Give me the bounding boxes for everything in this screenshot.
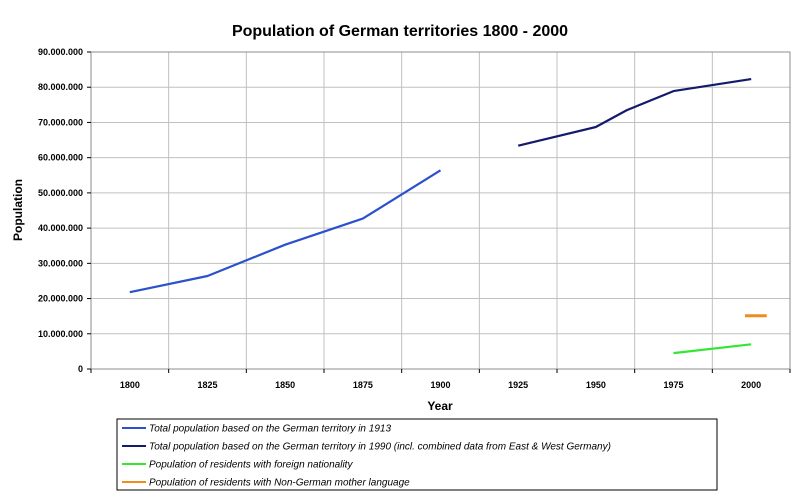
series-line-3 — [673, 343, 752, 355]
legend-box — [116, 418, 718, 491]
y-tick-label: 10.000.000 — [38, 329, 83, 339]
y-tick-label: 20.000.000 — [38, 294, 83, 304]
x-tick-label: 1800 — [120, 380, 140, 390]
legend-label: Population of residents with foreign nat… — [149, 460, 353, 471]
x-tick-label: 1975 — [663, 380, 683, 390]
y-tick-label: 30.000.000 — [38, 258, 83, 268]
legend-label: Total population based on the German ter… — [149, 424, 391, 435]
y-tick-label: 60.000.000 — [38, 153, 83, 163]
x-tick-label: 1900 — [430, 380, 450, 390]
x-tick-label: 1925 — [508, 380, 528, 390]
legend-label: Population of residents with Non-German … — [149, 478, 410, 489]
y-tick-label: 90.000.000 — [38, 47, 83, 57]
series-lines — [129, 78, 767, 355]
chart-title: Population of German territories 1800 - … — [232, 23, 568, 40]
x-axis-title: Year — [427, 399, 453, 413]
y-axis-ticks: 0 10.000.000 20.000.000 30.000.000 40.000.00… — [38, 47, 91, 374]
y-tick-label: 50.000.000 — [38, 188, 83, 198]
y-tick-label: 0 — [78, 364, 83, 374]
x-tick-label: 2000 — [741, 380, 761, 390]
x-tick-label: 1850 — [275, 380, 295, 390]
x-axis-ticks: 1800 1825 1850 1875 1900 1925 1950 1975 2000 — [90, 369, 791, 390]
plot-area — [90, 51, 791, 370]
y-tick-label: 80.000.000 — [38, 82, 83, 92]
x-tick-label: 1875 — [353, 380, 373, 390]
legend: Total population based on the German ter… — [116, 418, 718, 491]
series-line-1 — [129, 169, 442, 294]
legend-label: Total population based on the German ter… — [149, 442, 611, 453]
x-tick-label: 1825 — [197, 380, 217, 390]
series-line-2 — [517, 78, 752, 147]
y-axis-title: Population — [11, 179, 25, 241]
y-tick-label: 40.000.000 — [38, 223, 83, 233]
y-tick-label: 70.000.000 — [38, 117, 83, 127]
x-tick-label: 1950 — [586, 380, 606, 390]
